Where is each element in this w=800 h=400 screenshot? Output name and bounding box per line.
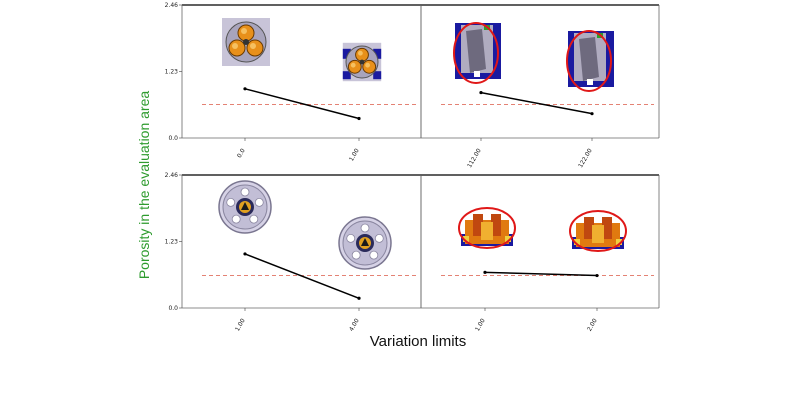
casting-section-highlight-image — [453, 22, 501, 84]
x-tick-label: 0.0 — [236, 147, 247, 159]
data-point — [479, 90, 483, 95]
x-tick-label: 112.00 — [466, 147, 483, 169]
x-tick-label: 1.00 — [348, 147, 361, 162]
data-point — [357, 296, 361, 300]
series-line — [244, 88, 360, 120]
series-line — [480, 91, 593, 115]
data-point — [595, 273, 599, 278]
wheel-hub-image — [338, 216, 392, 270]
y-tick-label: 0.0 — [168, 135, 178, 142]
x-tick-label: 122.00 — [577, 147, 594, 169]
rim-rotor-cutaway-image — [222, 18, 270, 66]
panels: 2.46 1.23 0.0 0.0 1.00 112.00 122.00 2.46 1.23 0.… — [165, 2, 660, 333]
hub-casting-highlight-image — [458, 207, 516, 249]
series-line — [484, 271, 598, 277]
data-point — [243, 252, 247, 256]
casting-section-highlight-image — [566, 30, 614, 92]
y-tick-label: 1.23 — [165, 239, 179, 246]
x-tick-label: 4.00 — [348, 317, 361, 332]
y-tick-label: 2.46 — [165, 2, 179, 9]
x-tick-label: 1.00 — [234, 317, 247, 332]
wheel-hub-image — [218, 180, 272, 234]
data-point — [243, 87, 247, 91]
chart-panel-bottom-left: 2.46 1.23 0.0 1.00 4.00 — [165, 172, 422, 333]
data-point — [590, 112, 594, 116]
y-tick-label: 1.23 — [165, 69, 179, 76]
data-point — [357, 116, 361, 121]
y-axis-label: Porosity in the evaluation area — [136, 91, 152, 280]
hub-casting-highlight-image — [569, 210, 627, 252]
series-line — [244, 253, 360, 299]
chart-panel-top-left: 2.46 1.23 0.0 0.0 1.00 — [165, 2, 422, 163]
y-tick-label: 2.46 — [165, 172, 179, 179]
chart-panel-top-right: 112.00 122.00 — [420, 4, 660, 169]
data-point — [483, 270, 487, 274]
chart-panel-bottom-right: 1.00 2.00 — [420, 174, 660, 333]
y-tick-label: 0.0 — [168, 305, 178, 312]
rim-rotor-small-image — [342, 42, 382, 82]
x-tick-label: 2.00 — [586, 317, 599, 332]
x-axis-label: Variation limits — [370, 333, 466, 350]
x-tick-label: 1.00 — [474, 317, 487, 332]
